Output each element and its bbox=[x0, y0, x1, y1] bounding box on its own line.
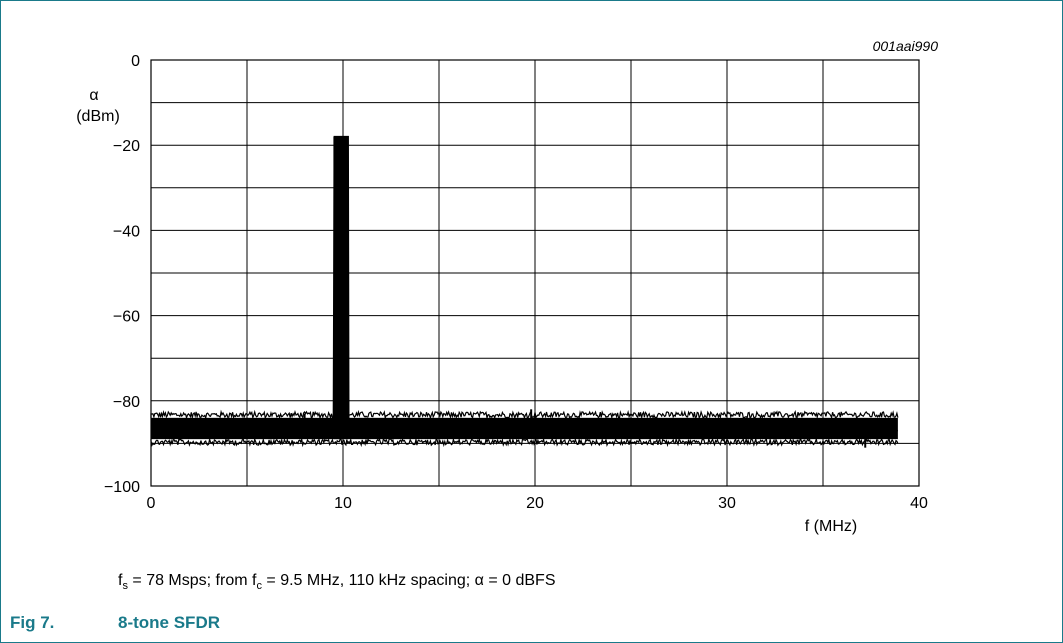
grid bbox=[150, 59, 920, 487]
caption-note: fs = 78 Msps; from fc = 9.5 MHz, 110 kHz… bbox=[118, 572, 556, 593]
x-tick-label: 20 bbox=[526, 495, 544, 512]
x-tick-label: 0 bbox=[147, 495, 156, 512]
y-axis-symbol: α bbox=[89, 87, 98, 104]
figure-label: Fig 7. bbox=[10, 613, 55, 632]
y-tick-label: 0 bbox=[131, 53, 140, 70]
y-tick-label: −40 bbox=[113, 223, 140, 240]
x-axis-title: f (MHz) bbox=[805, 518, 857, 535]
tone-block bbox=[333, 136, 349, 440]
y-tick-label: −80 bbox=[113, 394, 140, 411]
y-tick-label: −20 bbox=[113, 138, 140, 155]
spectrum-trace bbox=[150, 135, 899, 448]
x-tick-label: 10 bbox=[334, 495, 352, 512]
figure-code: 001aai990 bbox=[873, 38, 939, 54]
x-tick-label: 40 bbox=[910, 495, 928, 512]
x-tick-label: 30 bbox=[718, 495, 736, 512]
figure-title: 8-tone SFDR bbox=[118, 613, 220, 632]
tick-labels: 0 10 20 30 40 0 −20 −40 −60 −80 −100 bbox=[104, 53, 928, 512]
series-line bbox=[150, 135, 898, 432]
noise-upper-edge bbox=[150, 409, 899, 421]
plot-border bbox=[150, 59, 920, 487]
noise-lower-edge bbox=[150, 436, 899, 448]
y-tick-label: −100 bbox=[104, 479, 140, 496]
y-tick-label: −60 bbox=[113, 309, 140, 326]
y-axis-unit: (dBm) bbox=[76, 108, 120, 125]
